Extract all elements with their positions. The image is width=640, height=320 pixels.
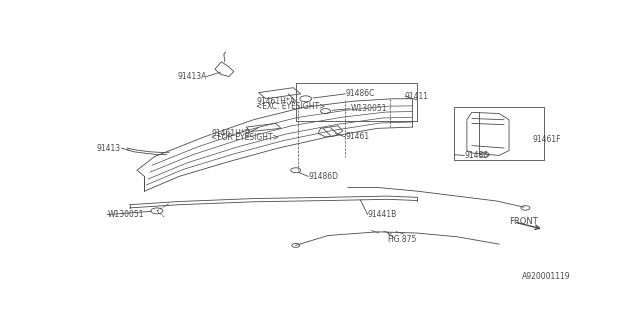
Text: 91413A: 91413A [177,72,207,81]
Text: 91461H*B: 91461H*B [211,129,250,138]
Text: <EXC. EYESIGHT>: <EXC. EYESIGHT> [256,102,326,111]
Text: 91461F: 91461F [532,135,561,144]
Text: W130051: W130051 [350,104,387,113]
Text: 91413: 91413 [97,144,121,153]
Text: 91461: 91461 [346,132,369,141]
Text: 91486: 91486 [465,151,488,160]
Text: 91486D: 91486D [308,172,338,181]
Text: 91411: 91411 [405,92,429,101]
Text: FRONT: FRONT [509,218,538,227]
Text: 91486C: 91486C [346,89,375,98]
Text: W130051: W130051 [108,210,144,219]
Text: FIG.875: FIG.875 [388,235,417,244]
Text: 91461H*A: 91461H*A [256,97,295,106]
Text: A920001119: A920001119 [522,272,571,281]
Text: <FOR EYESIGHT>: <FOR EYESIGHT> [211,133,279,142]
Text: 91441B: 91441B [367,210,397,219]
